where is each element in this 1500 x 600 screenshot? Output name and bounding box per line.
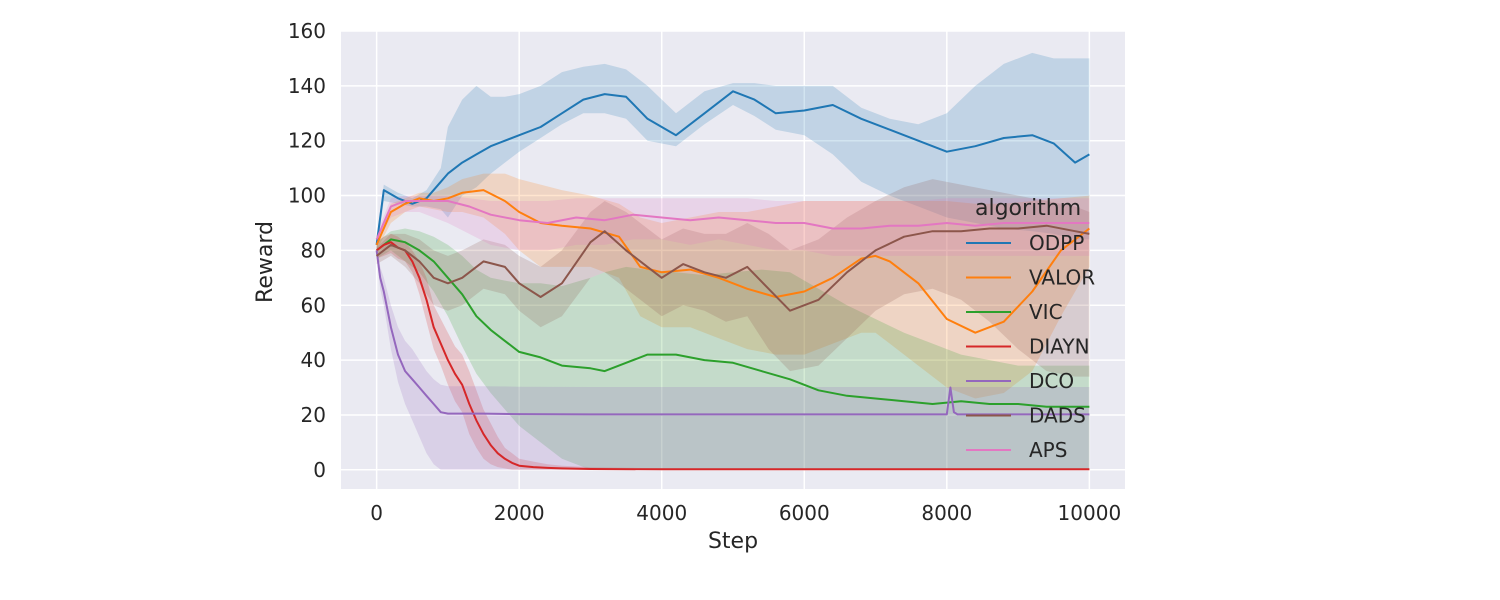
legend-label-valor: VALOR <box>1029 266 1095 290</box>
aps-confidence-band <box>376 195 1090 256</box>
legend-title: algorithm <box>975 196 1081 221</box>
x-tick-label: 10000 <box>1058 501 1122 525</box>
valor-series-line <box>375 189 1091 334</box>
y-tick-labels: 0 20 40 60 80 100 120 140 160 <box>288 19 326 482</box>
y-tick-label: 80 <box>301 238 326 262</box>
legend-label-dco: DCO <box>1029 369 1074 393</box>
dco-series-line <box>375 250 1090 416</box>
y-tick-label: 120 <box>288 129 326 153</box>
y-tick-label: 0 <box>313 458 326 482</box>
y-tick-label: 100 <box>288 184 326 208</box>
y-tick-label: 160 <box>288 19 326 43</box>
x-tick-labels: 0 2000 4000 6000 8000 10000 <box>370 501 1121 525</box>
y-tick-label: 20 <box>301 403 326 427</box>
legend: algorithm ODPP VALOR VIC DIAYN DCO DADS APS <box>966 196 1095 462</box>
x-tick-label: 4000 <box>636 501 687 525</box>
legend-label-aps: APS <box>1029 438 1067 462</box>
y-tick-label: 40 <box>301 348 326 372</box>
y-axis-label: Reward <box>253 221 278 303</box>
legend-label-odpp: ODPP <box>1029 231 1084 255</box>
x-tick-label: 8000 <box>921 501 972 525</box>
y-tick-label: 60 <box>301 293 326 317</box>
x-tick-label: 6000 <box>779 501 830 525</box>
grid <box>341 30 1125 489</box>
x-tick-label: 2000 <box>494 501 545 525</box>
y-tick-label: 140 <box>288 74 326 98</box>
x-axis-label: Step <box>708 529 758 554</box>
odpp-confidence-band <box>376 52 1090 254</box>
series-lines <box>375 90 1091 471</box>
valor-confidence-band <box>376 173 1090 399</box>
aps-series-line <box>375 200 1090 240</box>
dads-series-line <box>375 224 1090 312</box>
diayn-series-line <box>375 241 1090 471</box>
legend-label-vic: VIC <box>1029 300 1063 324</box>
legend-label-diayn: DIAYN <box>1029 335 1090 359</box>
odpp-series-line <box>375 90 1090 246</box>
dads-confidence-band <box>376 179 1090 377</box>
legend-label-dads: DADS <box>1029 404 1086 428</box>
x-tick-label: 0 <box>370 501 383 525</box>
